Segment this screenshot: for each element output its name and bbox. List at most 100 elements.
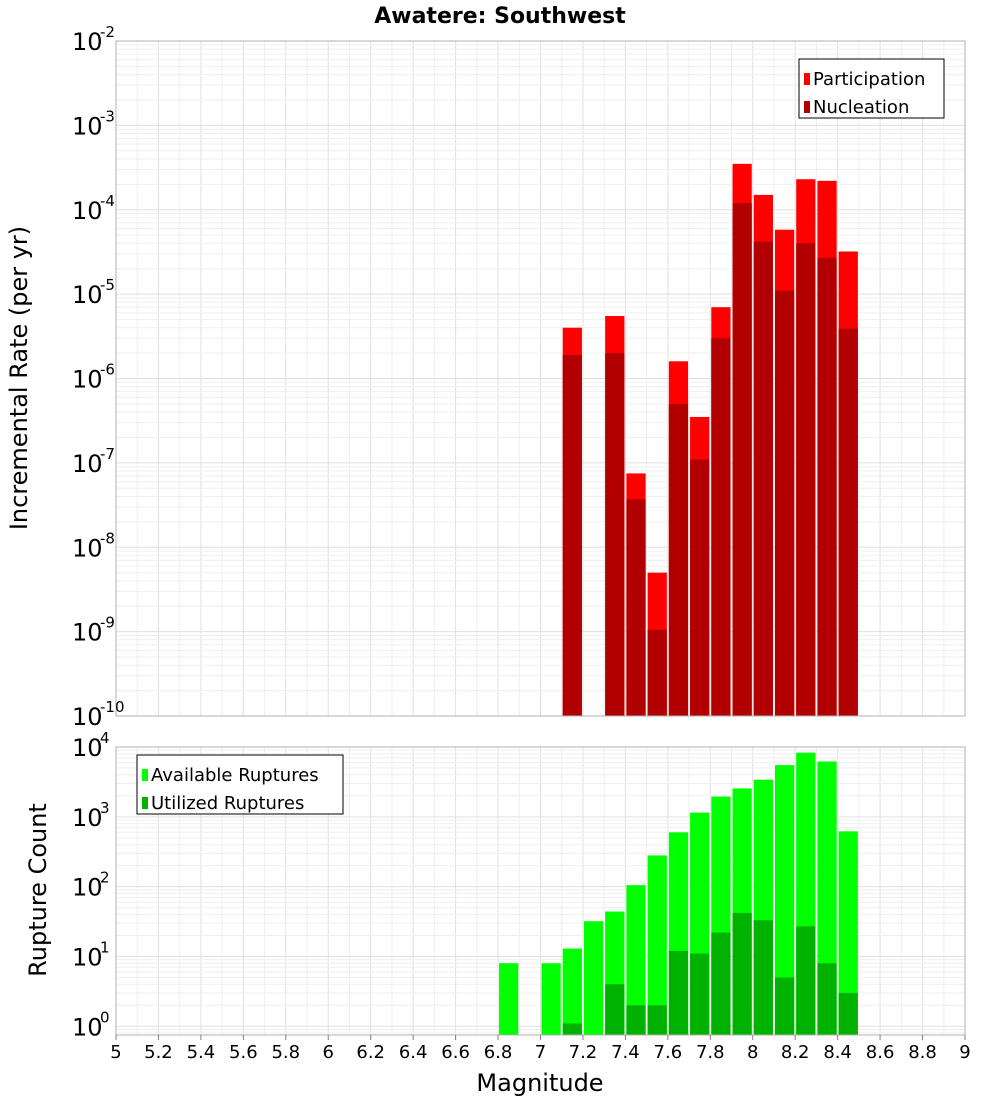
bar-utilized-ruptures [668,950,689,1035]
bar-available-ruptures [562,948,582,1035]
x-tick-label: 8.8 [908,1042,937,1063]
bar-utilized-ruptures [774,977,795,1035]
bar-available-ruptures [647,855,667,1035]
y-tick-label: 10 [72,197,103,225]
x-tick-label: 6.6 [441,1042,470,1063]
bar-utilized-ruptures [626,1005,646,1035]
y-tick-exponent: 3 [100,799,110,817]
y-tick-exponent: -6 [100,361,115,379]
bar-nucleation [668,403,689,716]
y-tick-exponent: 0 [100,1008,110,1026]
x-tick-label: 9 [959,1042,970,1063]
bar-available-ruptures [499,963,519,1035]
x-tick-label: 5.8 [271,1042,300,1063]
bar-nucleation [711,338,731,716]
top-panel: 10-1010-910-810-710-610-510-410-310-2Par… [72,23,966,731]
bottom-y-axis-label: Rupture Count [24,803,52,977]
x-tick-label: 5.2 [144,1042,173,1063]
bar-available-ruptures [626,885,646,1035]
y-tick-label: 10 [72,534,103,562]
y-tick-label: 10 [72,703,103,731]
legend-label: Participation [813,69,925,90]
legend-label: Nucleation [813,97,909,118]
bar-utilized-ruptures [605,984,625,1035]
legend-label: Utilized Ruptures [151,793,304,814]
legend-swatch [142,797,148,809]
bar-utilized-ruptures [838,992,858,1035]
y-tick-exponent: -9 [100,614,115,632]
x-tick-label: 6.2 [356,1042,385,1063]
bar-available-ruptures [583,921,604,1035]
y-tick-label: 10 [72,366,103,394]
legend-swatch [804,73,810,85]
x-tick-label: 7 [535,1042,546,1063]
x-tick-label: 6.8 [484,1042,513,1063]
y-tick-label: 10 [72,874,103,902]
x-tick-label: 8.2 [781,1042,810,1063]
y-tick-label: 10 [72,1013,103,1041]
legend-swatch [804,101,810,113]
bar-nucleation [817,257,837,716]
x-tick-label: 7.4 [611,1042,640,1063]
bar-utilized-ruptures [732,912,752,1035]
y-tick-exponent: -7 [100,445,115,463]
bar-nucleation [690,459,710,716]
y-tick-exponent: -4 [100,192,115,210]
bar-nucleation [626,499,646,716]
x-tick-label: 6.4 [399,1042,428,1063]
x-tick-label: 8.6 [866,1042,895,1063]
bar-nucleation [562,354,582,716]
y-tick-exponent: -2 [100,23,115,41]
bar-utilized-ruptures [690,953,710,1035]
bar-nucleation [605,353,625,716]
y-tick-label: 10 [72,112,103,140]
top-plot-frame [115,40,966,717]
bar-nucleation [753,241,773,717]
x-tick-label: 7.2 [569,1042,598,1063]
bar-nucleation [732,203,752,716]
y-tick-exponent: -8 [100,529,115,547]
y-tick-label: 10 [72,619,103,647]
bar-utilized-ruptures [753,920,773,1035]
x-tick-label: 5.4 [187,1042,216,1063]
x-tick-label: 8 [747,1042,758,1063]
y-tick-exponent: -10 [100,698,125,716]
bar-nucleation [647,629,667,716]
bar-available-ruptures [774,765,795,1035]
legend-label: Available Ruptures [151,765,319,786]
y-tick-exponent: 4 [100,729,110,747]
y-tick-label: 10 [72,450,103,478]
bar-utilized-ruptures [647,1005,667,1035]
top-y-axis-label: Incremental Rate (per yr) [5,226,33,530]
y-tick-exponent: -3 [100,107,115,125]
x-axis-label: Magnitude [476,1069,603,1097]
y-tick-exponent: 2 [100,869,110,887]
x-tick-label: 8.4 [823,1042,852,1063]
bar-nucleation [838,328,858,716]
x-tick-label: 5.6 [229,1042,258,1063]
x-tick-label: 7.6 [654,1042,683,1063]
bar-utilized-ruptures [817,963,837,1035]
x-tick-label: 6 [323,1042,334,1063]
y-tick-label: 10 [72,943,103,971]
bar-utilized-ruptures [796,926,816,1035]
bar-available-ruptures [541,963,561,1035]
y-tick-label: 10 [72,804,103,832]
legend-box [798,58,945,119]
chart-title: Awatere: Southwest [374,4,626,29]
bar-utilized-ruptures [711,932,731,1035]
legend-swatch [142,769,148,781]
bar-utilized-ruptures [562,1023,582,1035]
bar-nucleation [774,290,795,716]
legend-box [136,754,344,815]
y-tick-label: 10 [72,734,103,762]
bar-available-ruptures [838,831,858,1035]
x-tick-label: 7.8 [696,1042,725,1063]
y-tick-label: 10 [72,28,103,56]
y-tick-exponent: -5 [100,276,115,294]
x-tick-label: 5 [110,1042,121,1063]
y-tick-exponent: 1 [100,938,110,956]
